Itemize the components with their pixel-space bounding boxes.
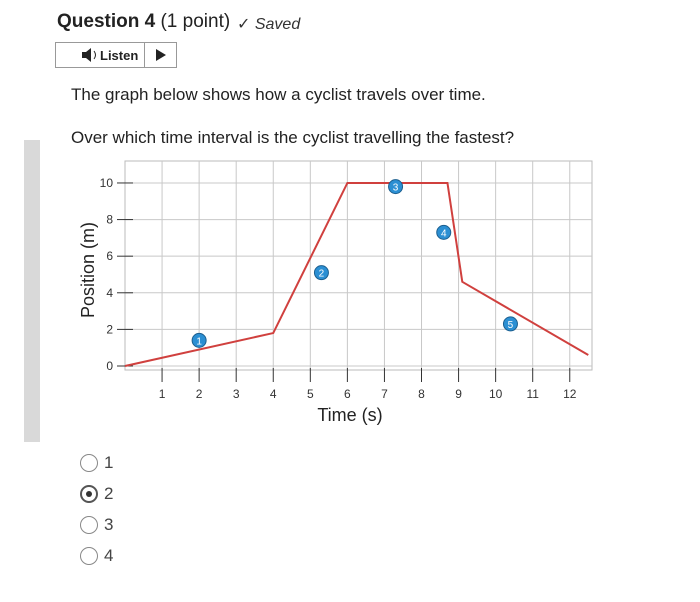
x-tick-label: 7 (381, 387, 388, 401)
play-icon[interactable] (148, 43, 178, 67)
annotation-label: 2 (319, 269, 325, 280)
speaker-icon (82, 48, 96, 62)
prompt-line: The graph below shows how a cyclist trav… (71, 85, 486, 104)
y-tick-label: 4 (106, 286, 113, 300)
radio[interactable] (80, 485, 98, 503)
question-points: (1 point) (160, 11, 231, 32)
annotation-label: 5 (508, 320, 514, 331)
y-tick-label: 10 (100, 176, 114, 190)
listen-button[interactable]: Listen (55, 42, 177, 68)
y-tick-label: 2 (106, 322, 113, 336)
listen-text: Listen (100, 48, 139, 63)
option-label: 2 (104, 484, 114, 503)
option-label: 3 (104, 515, 114, 534)
x-tick-label: 9 (455, 387, 462, 401)
x-tick-label: 4 (270, 387, 277, 401)
x-tick-label: 8 (418, 387, 425, 401)
annotation-marker (313, 265, 329, 281)
annotation-marker (388, 179, 404, 195)
prompt-line: Over which time interval is the cyclist … (71, 128, 515, 147)
x-tick-label: 3 (233, 387, 240, 401)
annotation-marker (502, 316, 518, 332)
annotation-label: 4 (441, 228, 447, 239)
annotation-marker (436, 224, 452, 240)
annotation-marker (191, 332, 207, 348)
y-tick-label: 0 (106, 359, 113, 373)
x-tick-label: 11 (526, 387, 539, 401)
option[interactable]: 4 (80, 545, 160, 569)
x-tick-label: 5 (307, 387, 314, 401)
option[interactable]: 1 (80, 452, 160, 476)
radio[interactable] (80, 454, 98, 472)
x-tick-label: 12 (563, 387, 577, 401)
x-tick-label: 1 (159, 387, 166, 401)
x-tick-label: 10 (489, 387, 503, 401)
annotation-label: 3 (393, 183, 399, 194)
radio[interactable] (80, 547, 98, 565)
y-axis-label: Position (m) (78, 222, 98, 318)
option-label: 4 (104, 546, 114, 565)
y-tick-label: 6 (106, 249, 113, 263)
saved-text: Saved (254, 16, 301, 33)
x-axis-label: Time (s) (317, 405, 382, 425)
sidebar-strip (24, 140, 40, 442)
annotation-label: 1 (196, 336, 202, 347)
option-label: 1 (104, 453, 114, 472)
question-header: Question 4 (1 point) (57, 11, 230, 33)
option[interactable]: 3 (80, 514, 160, 538)
x-tick-label: 2 (196, 387, 203, 401)
x-tick-label: 6 (344, 387, 351, 401)
radio[interactable] (80, 516, 98, 534)
question-title: Question 4 (57, 11, 156, 32)
y-tick-label: 8 (106, 213, 113, 227)
saved-status: ✓ Saved (237, 16, 301, 33)
option[interactable]: 2 (80, 483, 160, 507)
